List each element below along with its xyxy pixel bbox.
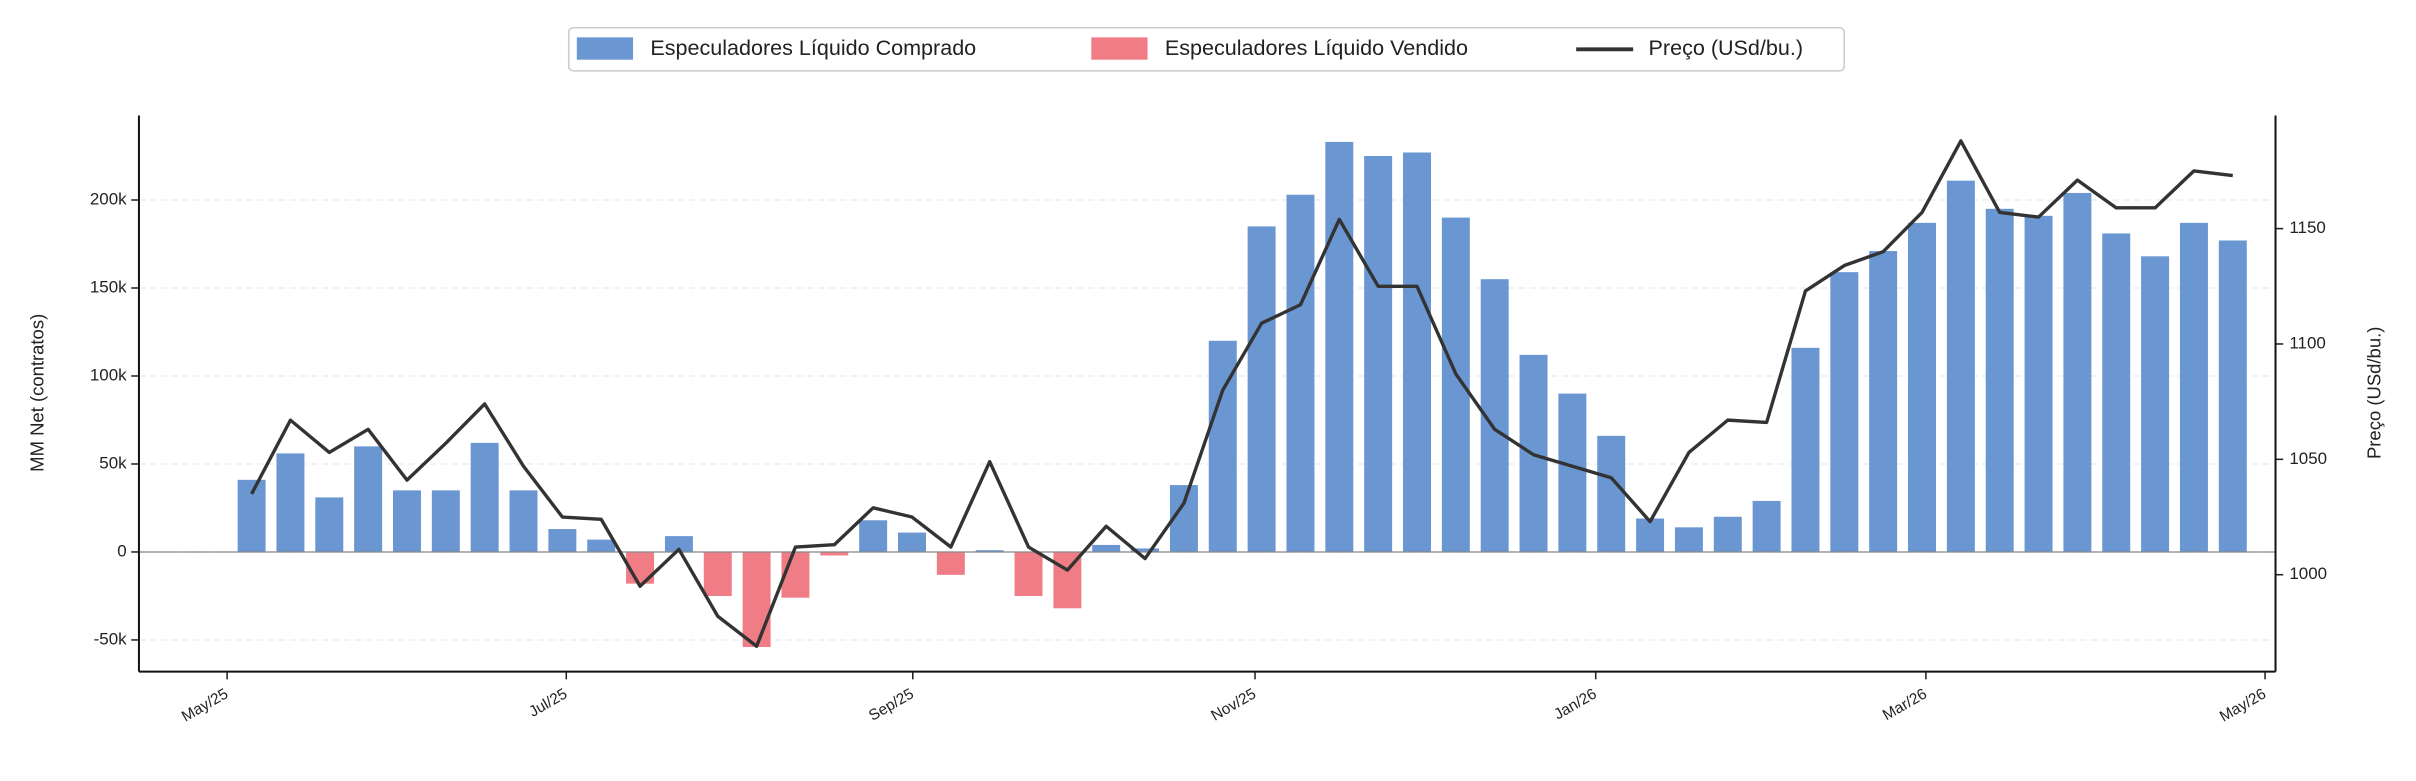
y-tick-label: 50k — [99, 453, 127, 472]
bar — [1247, 226, 1276, 552]
bar — [2063, 192, 2092, 552]
bar — [742, 551, 771, 647]
bar — [859, 520, 888, 552]
bar — [1791, 347, 1820, 552]
x-tick-label: Mar/26 — [1880, 685, 1930, 724]
bar — [1558, 393, 1587, 552]
x-tick-label: May/25 — [179, 685, 231, 725]
y-tick-label: 200k — [90, 189, 127, 208]
bar — [509, 490, 538, 552]
bar — [1752, 500, 1781, 552]
y2-tick-label: 1050 — [2289, 449, 2327, 468]
y-tick-label: 0 — [117, 541, 126, 560]
bar — [548, 529, 577, 552]
legend-label: Preço (USd/bu.) — [1649, 35, 1803, 60]
bar — [276, 453, 305, 552]
bar — [1092, 544, 1121, 552]
legend-swatch — [576, 37, 634, 60]
y2-tick-label: 1150 — [2289, 218, 2325, 237]
legend: Especuladores Líquido Comprado Especulado… — [567, 26, 1845, 72]
bar — [898, 532, 926, 552]
bar — [1830, 272, 1859, 552]
bar — [2141, 256, 2170, 552]
x-tick-label: May/26 — [2217, 685, 2269, 725]
bar — [1908, 222, 1936, 552]
bar — [2102, 233, 2131, 552]
legend-frame — [567, 26, 1845, 72]
bar — [1636, 518, 1665, 552]
bar — [1713, 516, 1742, 552]
bar — [1014, 551, 1043, 596]
bar — [1985, 208, 2014, 552]
y2-tick-label: 1000 — [2289, 564, 2327, 583]
bar — [2024, 215, 2053, 552]
legend-label: Especuladores Líquido Comprado — [650, 35, 976, 60]
bar — [2179, 222, 2208, 552]
bar — [1946, 180, 1975, 552]
y-tick-label: 100k — [90, 365, 127, 384]
y-tick-label: 150k — [90, 277, 127, 296]
bar — [975, 550, 1004, 552]
y-tick-label: -50k — [94, 629, 127, 648]
bar — [1131, 548, 1160, 552]
bar — [315, 497, 344, 552]
bar — [1286, 194, 1315, 552]
bar — [936, 551, 965, 575]
bar — [431, 490, 460, 552]
bar — [2218, 240, 2247, 552]
bar — [1364, 156, 1393, 552]
y2-tick-label: 1100 — [2289, 333, 2325, 352]
x-tick-label: Jan/26 — [1551, 685, 1600, 723]
bar — [820, 551, 849, 556]
y-axis-label: MM Net (contratos) — [27, 314, 48, 472]
bar — [392, 490, 421, 552]
bar — [1597, 435, 1626, 552]
y2-axis-label: Preço (USd/bu.) — [2364, 327, 2385, 459]
bar — [470, 442, 499, 552]
bar — [703, 551, 732, 596]
bar — [1325, 141, 1354, 552]
price-line — [250, 139, 2233, 648]
bar — [1403, 152, 1431, 552]
bar — [1441, 217, 1470, 552]
bar — [1674, 527, 1703, 552]
bar — [587, 539, 616, 552]
legend-swatch — [1091, 37, 1148, 60]
x-tick-label: Sep/25 — [866, 685, 917, 724]
legend-label: Especuladores Líquido Vendido — [1165, 35, 1468, 60]
bar — [1869, 251, 1898, 552]
x-tick-label: Jul/25 — [526, 685, 570, 720]
bar — [354, 446, 383, 552]
bar — [664, 536, 693, 552]
x-tick-label: Nov/25 — [1208, 685, 1259, 724]
